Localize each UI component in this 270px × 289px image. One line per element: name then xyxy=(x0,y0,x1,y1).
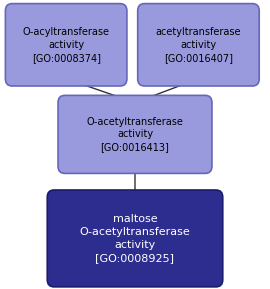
FancyBboxPatch shape xyxy=(47,190,223,287)
Text: O-acetyltransferase
activity
[GO:0016413]: O-acetyltransferase activity [GO:0016413… xyxy=(87,116,183,152)
Text: maltose
O-acetyltransferase
activity
[GO:0008925]: maltose O-acetyltransferase activity [GO… xyxy=(80,214,190,263)
Text: O-acyltransferase
activity
[GO:0008374]: O-acyltransferase activity [GO:0008374] xyxy=(23,27,110,63)
FancyBboxPatch shape xyxy=(58,95,212,173)
FancyBboxPatch shape xyxy=(138,3,259,86)
Text: acetyltransferase
activity
[GO:0016407]: acetyltransferase activity [GO:0016407] xyxy=(156,27,241,63)
FancyBboxPatch shape xyxy=(5,3,127,86)
